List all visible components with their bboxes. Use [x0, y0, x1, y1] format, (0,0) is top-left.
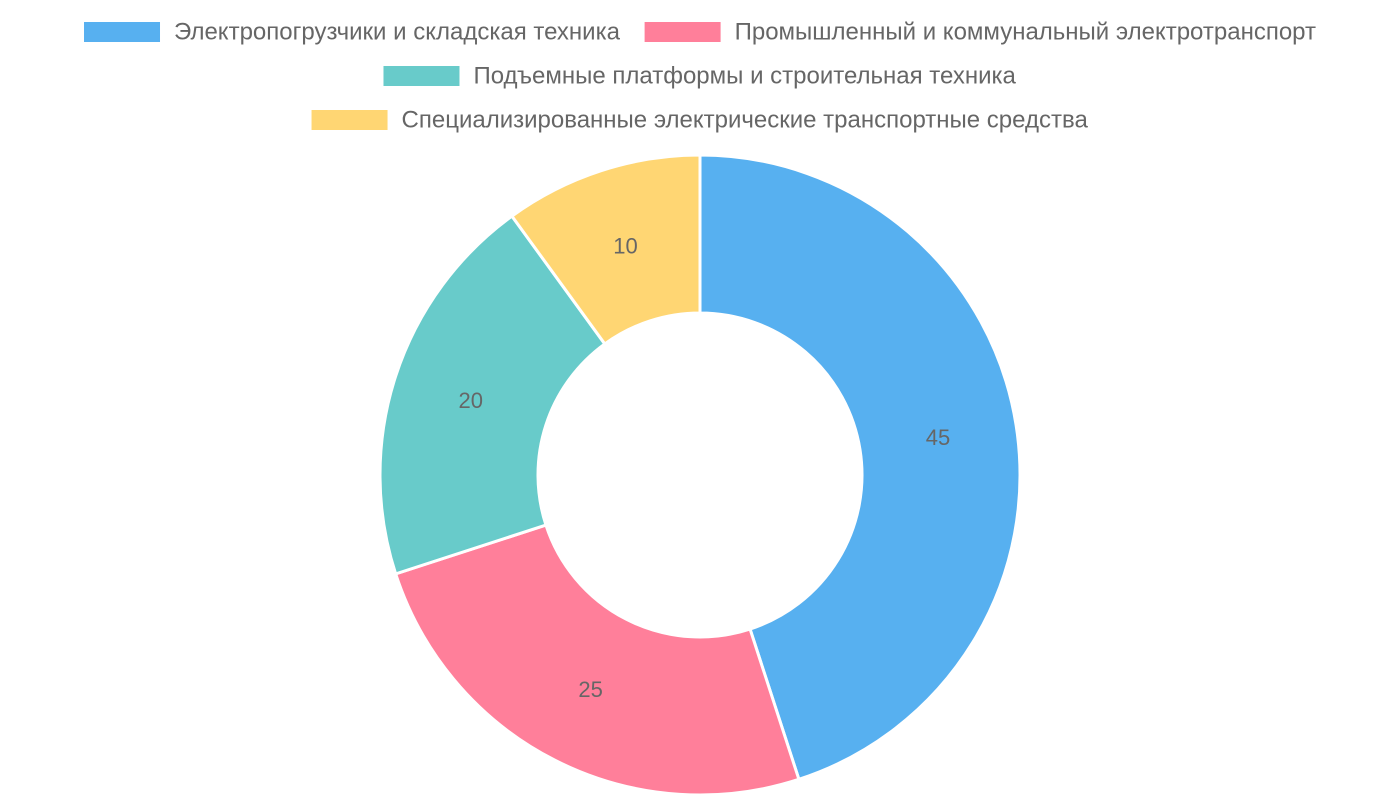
- slices: [378, 153, 1022, 797]
- slice[interactable]: [698, 153, 1022, 782]
- legend: Электропогрузчики и складская техника Про…: [84, 19, 1316, 134]
- legend-label: Специализированные электрические транспо…: [402, 107, 1089, 134]
- slice-value-label: 45: [926, 425, 950, 450]
- slice-value-label: 20: [459, 388, 483, 413]
- value-labels: 45 25 20 10: [459, 233, 951, 702]
- legend-label: Подъемные платформы и строительная техни…: [473, 63, 1016, 90]
- legend-swatch: [84, 22, 161, 42]
- legend-label: Промышленный и коммунальный электротранс…: [735, 19, 1316, 46]
- slice[interactable]: [393, 523, 801, 797]
- slice[interactable]: [378, 214, 607, 576]
- slice-value-label: 10: [613, 233, 637, 258]
- legend-swatch: [311, 110, 388, 130]
- slice-value-label: 25: [578, 677, 602, 702]
- legend-label: Электропогрузчики и складская техника: [174, 19, 621, 46]
- slice[interactable]: [509, 153, 702, 347]
- legend-swatch: [383, 66, 460, 86]
- legend-swatch: [644, 22, 721, 42]
